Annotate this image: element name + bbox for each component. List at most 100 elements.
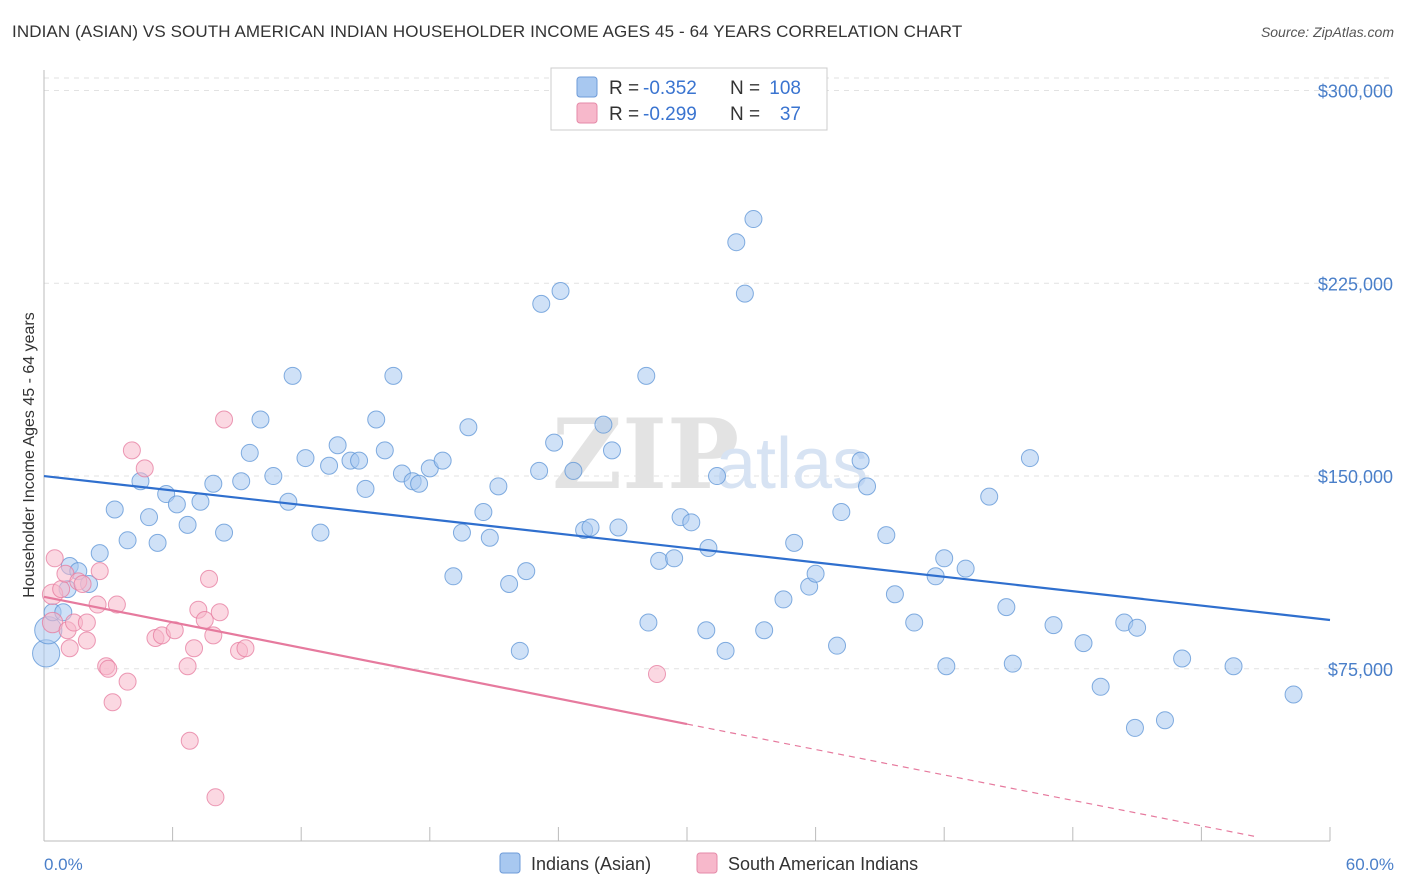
data-point [905,613,924,632]
data-point [206,788,225,807]
data-point [1074,634,1093,653]
data-point [77,613,96,632]
data-point [410,474,429,493]
data-point [251,410,270,429]
watermark-atlas: atlas [716,424,868,504]
watermark: ZIP atlas [552,398,868,511]
trend-line [43,474,1331,622]
data-point [232,472,251,491]
data-point [1224,657,1243,676]
data-point [99,659,118,678]
data-point [204,474,223,493]
data-point [639,613,658,632]
data-point [195,610,214,629]
data-point [517,562,536,581]
legend-n-value-2: 37 [780,104,801,125]
data-point [215,523,234,542]
data-point [937,657,956,676]
data-point [1173,649,1192,668]
data-point [851,451,870,470]
data-point [90,562,109,581]
axes [43,70,1331,842]
data-point [727,233,746,252]
data-point [178,515,197,534]
data-point [191,492,210,511]
data-point [52,580,71,599]
data-point [530,461,549,480]
data-point [877,526,896,545]
data-point [500,575,519,593]
data-point [140,508,159,527]
data-point [167,495,186,514]
watermark-zip: ZIP [552,398,739,511]
data-point [328,436,347,455]
data-point [41,611,64,634]
data-point [375,441,394,460]
y-tick-label: $75,000 [1328,660,1393,680]
data-point [551,282,570,301]
data-point [735,284,754,303]
data-point [320,456,339,475]
chart-title: INDIAN (ASIAN) VS SOUTH AMERICAN INDIAN … [12,22,963,41]
data-point [367,410,386,429]
data-point [1128,618,1147,637]
data-point [88,595,107,614]
legend-swatch-south-american-indians [576,102,598,124]
data-point [90,544,109,563]
bottom-legend-swatch-indians-asian [499,852,521,874]
y-tick-label: $225,000 [1318,274,1393,294]
data-point [107,595,126,614]
legend-r-value-2: -0.299 [643,104,697,125]
data-point [122,441,141,460]
data-point [135,459,154,478]
data-point [647,664,666,683]
data-point [935,549,954,568]
data-point [185,639,204,658]
data-point [858,477,877,496]
data-point [697,621,716,640]
data-point [956,559,975,578]
bottom-legend: Indians (Asian) South American Indians [499,852,918,874]
legend-n-label-1: N = [730,78,760,99]
trend-line [43,595,688,726]
data-point [1020,449,1039,468]
series-indians-asian-points [32,210,1303,737]
data-point [755,621,774,640]
data-point [708,467,727,486]
data-point [637,366,656,385]
data-point [433,451,452,470]
data-point [103,693,122,712]
data-point [444,567,463,586]
bottom-legend-label-indians-asian: Indians (Asian) [531,854,651,874]
data-point [283,366,302,385]
y-tick-labels: $75,000 $150,000 $225,000 $300,000 [1318,82,1393,680]
x-tick-labels: 0.0% 60.0% [44,855,1394,874]
data-point [716,641,735,660]
data-point [73,575,92,593]
data-point [180,731,199,750]
legend-box: R = -0.352 N = 108 R = -0.299 N = 37 [550,67,828,131]
data-point [650,551,669,570]
data-point [665,549,684,568]
data-point [236,639,255,658]
y-tick-label: $300,000 [1318,82,1393,102]
data-point [532,294,551,313]
data-point [210,603,229,622]
data-point [609,518,628,537]
data-point [806,564,825,583]
data-point [148,533,167,552]
data-point [1091,677,1110,696]
legend-r-label-2: R = [609,104,639,125]
data-point [1155,711,1174,730]
trend-lines [43,474,1331,838]
y-tick-label: $150,000 [1318,467,1393,487]
data-point [459,418,478,437]
data-point [45,549,64,568]
data-point [1003,654,1022,673]
data-point [480,528,499,547]
source-credit: Source: ZipAtlas.com [1260,24,1394,40]
x-tick-label-max: 60.0% [1346,855,1394,874]
data-point [200,569,219,588]
data-point [594,415,613,434]
